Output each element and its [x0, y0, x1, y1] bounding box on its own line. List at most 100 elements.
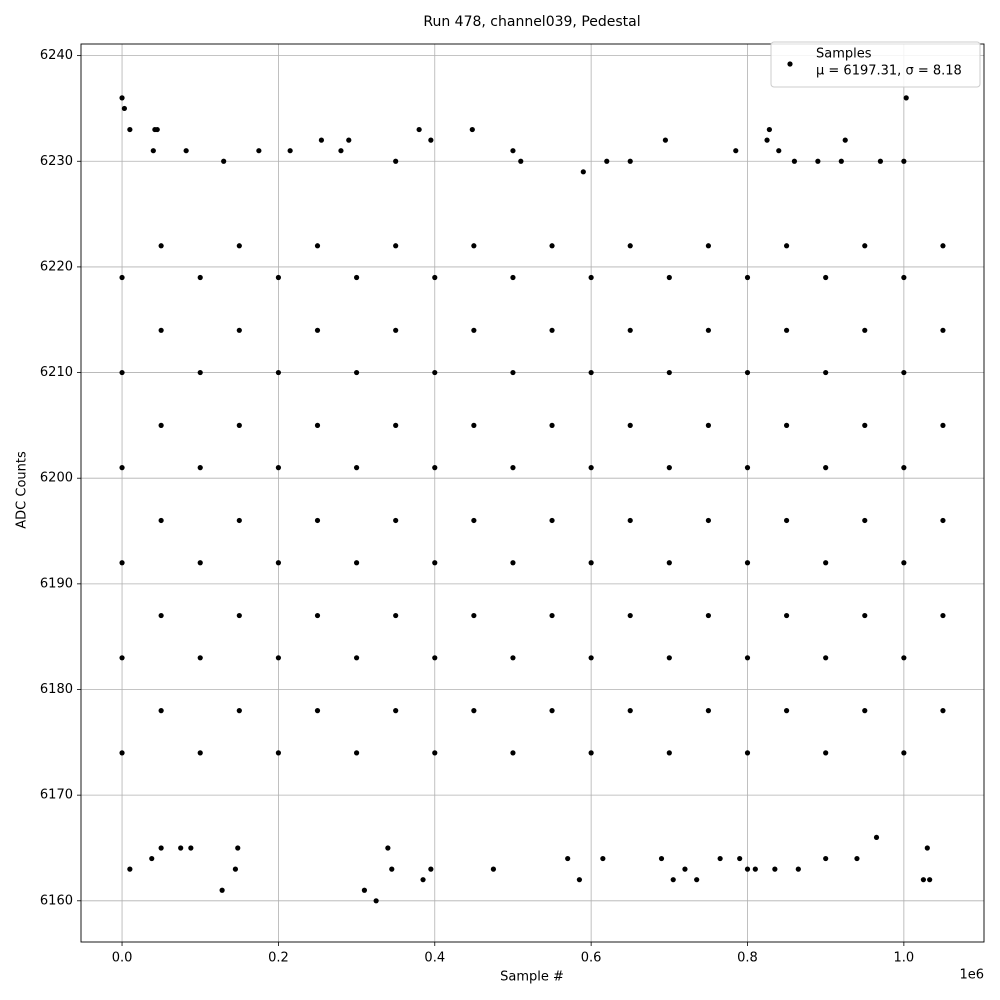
y-tick-label: 6210 [40, 365, 73, 380]
data-point [666, 369, 672, 376]
data-point [314, 517, 321, 524]
data-point [717, 855, 723, 862]
data-point [428, 866, 434, 872]
data-point [901, 750, 907, 756]
y-axis-label: ADC Counts [15, 451, 30, 529]
data-point [744, 465, 751, 471]
data-point [510, 148, 516, 154]
data-point [389, 866, 395, 872]
data-point [158, 243, 164, 249]
data-point [549, 327, 555, 333]
data-point [766, 126, 772, 133]
data-point [901, 274, 907, 281]
x-tick-label: 1.0 [894, 951, 915, 966]
data-point [823, 465, 829, 471]
data-point [549, 612, 555, 619]
data-point [432, 465, 438, 471]
data-point [510, 750, 516, 756]
data-point [236, 422, 242, 428]
data-point [666, 465, 672, 471]
data-point [510, 655, 516, 661]
data-point [588, 750, 594, 756]
data-point [744, 750, 751, 756]
data-point [393, 517, 399, 524]
legend-marker [787, 61, 793, 67]
data-point [158, 708, 164, 714]
data-point [119, 655, 125, 661]
data-point [393, 612, 399, 619]
chart-title: Run 478, channel039, Pedestal [423, 14, 640, 30]
data-point [666, 274, 672, 281]
data-point [705, 612, 712, 619]
data-point [940, 708, 946, 714]
data-point [149, 855, 155, 862]
data-point [694, 877, 700, 883]
data-point [158, 612, 164, 619]
data-point [236, 708, 242, 714]
data-point [752, 866, 758, 872]
data-point [314, 708, 321, 714]
data-point [877, 158, 884, 164]
data-point [862, 708, 868, 714]
data-point [580, 169, 586, 175]
y-tick-label: 6170 [40, 788, 73, 803]
data-point [823, 369, 829, 376]
y-tick-label: 6160 [40, 893, 73, 908]
data-point [275, 274, 282, 281]
data-point [823, 274, 829, 281]
data-point [275, 369, 282, 376]
plot-frame [80, 43, 985, 943]
data-point [744, 560, 751, 566]
data-point [287, 148, 293, 154]
data-point [353, 560, 360, 566]
legend: Samples μ = 6197.31, σ = 8.18 [770, 41, 981, 88]
data-point [119, 465, 125, 471]
data-point [256, 148, 262, 154]
data-point [783, 327, 790, 333]
data-point [385, 845, 391, 851]
x-axis-label: Sample # [500, 970, 564, 985]
data-point [127, 866, 133, 872]
data-point [901, 369, 907, 376]
data-point [353, 369, 360, 376]
y-tick-label: 6230 [40, 154, 73, 169]
y-tick-label: 6190 [40, 576, 73, 591]
data-point [275, 655, 282, 661]
data-point [150, 148, 156, 154]
data-point [744, 866, 751, 872]
data-point [127, 126, 133, 133]
data-point [588, 655, 594, 661]
data-point [219, 887, 225, 893]
data-point [314, 422, 321, 428]
data-point [393, 708, 399, 714]
data-point [346, 137, 352, 143]
data-point [682, 866, 688, 872]
data-point [197, 750, 203, 756]
data-point [791, 158, 798, 164]
data-point [188, 845, 194, 851]
data-point [588, 560, 594, 566]
data-point [197, 655, 203, 661]
data-point [862, 422, 868, 428]
data-point [197, 274, 203, 281]
data-point [471, 422, 477, 428]
data-point [432, 750, 438, 756]
data-point [854, 855, 860, 862]
data-point [314, 327, 321, 333]
data-point [862, 517, 868, 524]
data-point [823, 655, 829, 661]
data-point [471, 517, 477, 524]
data-point [158, 422, 164, 428]
data-point [705, 422, 712, 428]
data-point [588, 369, 594, 376]
legend-note: μ = 6197.31, σ = 8.18 [816, 64, 962, 79]
data-point [744, 369, 751, 376]
data-point [744, 655, 751, 661]
data-point [705, 708, 712, 714]
data-point [627, 422, 633, 428]
data-point [490, 866, 497, 872]
data-point [510, 560, 516, 566]
data-point [119, 560, 125, 566]
x-offset-label: 1e6 [959, 968, 984, 983]
